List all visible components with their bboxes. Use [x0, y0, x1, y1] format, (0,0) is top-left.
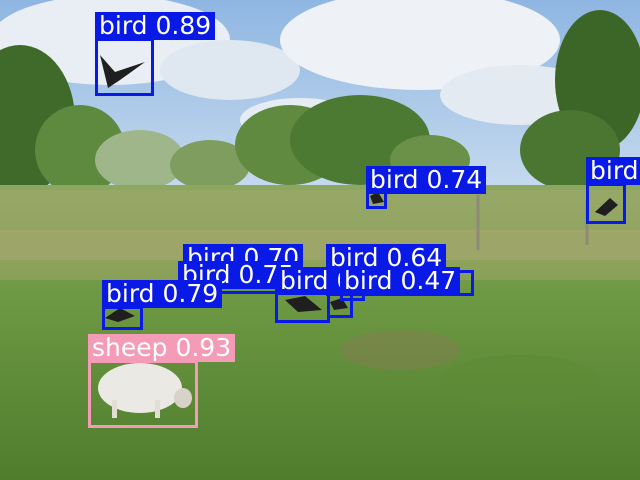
sheep-box [88, 360, 198, 428]
sheep-figure [98, 363, 192, 418]
bird-figures [100, 55, 618, 322]
bird-box-9 [102, 306, 143, 330]
sheep-label: sheep 0.93 [88, 334, 236, 362]
bird-label-3: bird [586, 157, 640, 185]
bird-box-1 [95, 38, 154, 96]
bird-label-2: bird 0.74 [366, 166, 487, 194]
bird-label-8: bird 0.47 [340, 267, 461, 295]
bird-label-1: bird 0.89 [95, 12, 216, 40]
meadow [0, 185, 640, 480]
bird-label-9: bird 0.79 [102, 280, 223, 308]
bird-box-3 [586, 183, 626, 224]
